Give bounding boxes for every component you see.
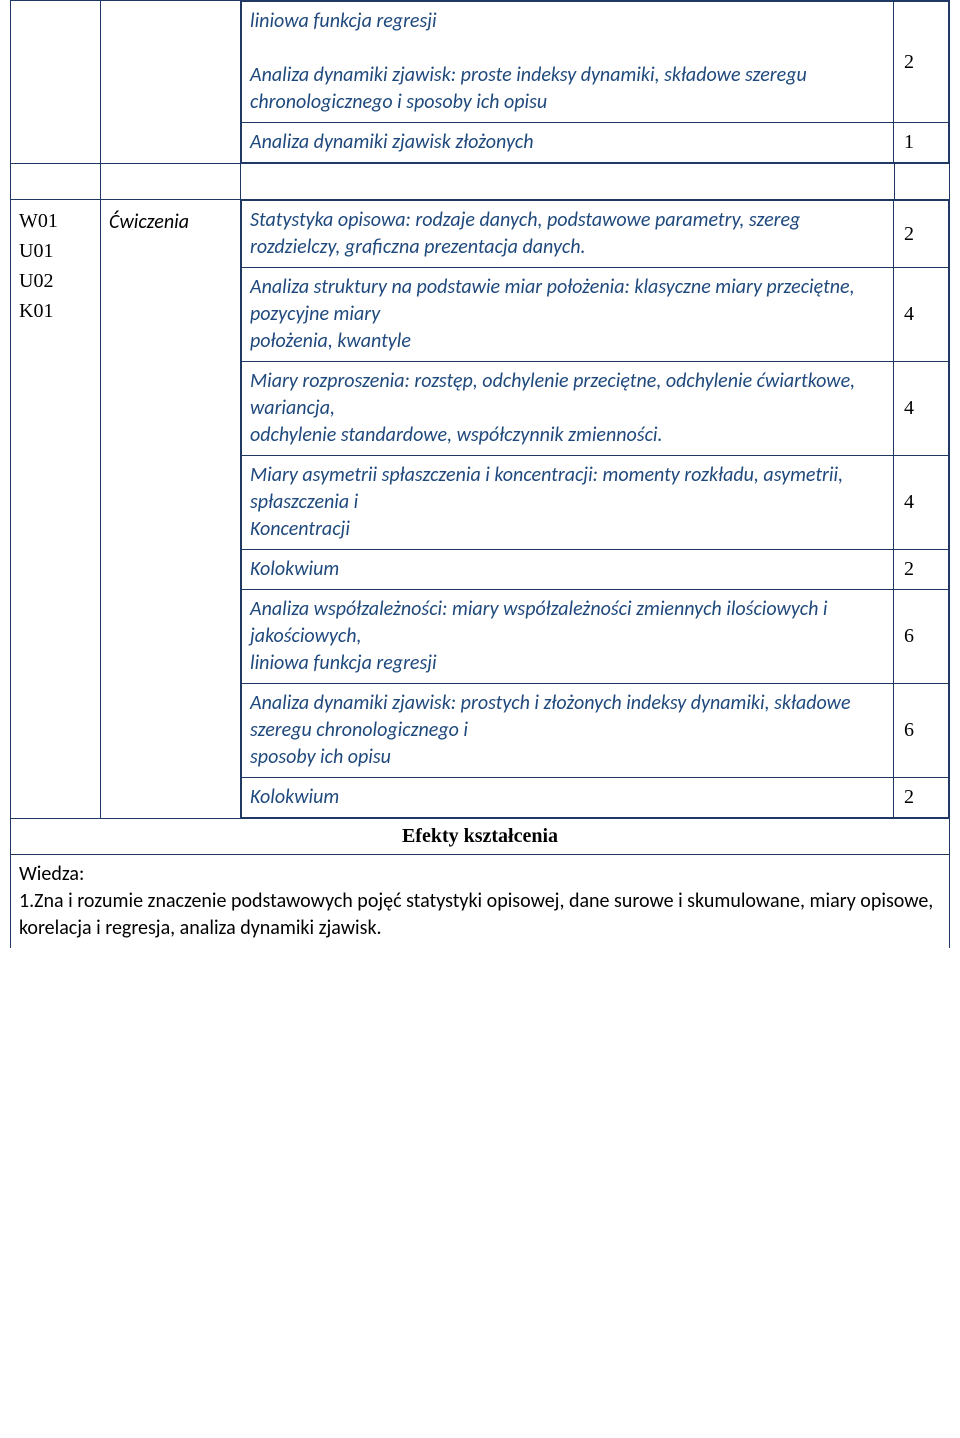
outcome-code: U02 [19,266,92,296]
wiedza-item: 1.Zna i rozumie znaczenie podstawowych p… [19,888,941,942]
lower-topics-cell: Statystyka opisowa: rodzaje danych, pods… [241,200,950,819]
wiedza-cell: Wiedza: 1.Zna i rozumie znaczenie podsta… [11,855,950,949]
spacer-cell [241,164,895,200]
topic-text: liniowa funkcja regresji Analiza dynamik… [242,2,894,123]
wiedza-label: Wiedza: [19,861,941,888]
wiedza-row: Wiedza: 1.Zna i rozumie znaczenie podsta… [11,855,950,949]
lower-codes-cell: W01 U01 U02 K01 [11,200,101,819]
topic-row: Analiza dynamiki zjawisk: prostych i zło… [242,684,949,778]
lower-type-cell: Ćwiczenia [101,200,241,819]
topic-hours: 2 [894,778,949,818]
upper-topics-table: liniowa funkcja regresji Analiza dynamik… [241,1,949,163]
topic-text: Analiza dynamiki zjawisk złożonych [242,123,894,163]
topic-row: Analiza dynamiki zjawisk złożonych 1 [242,123,949,163]
syllabus-table: liniowa funkcja regresji Analiza dynamik… [10,0,950,948]
topic-row: Kolokwium 2 [242,550,949,590]
lower-topics-table: Statystyka opisowa: rodzaje danych, pods… [241,200,949,818]
upper-codes-cell [11,1,101,164]
spacer-row [11,164,950,200]
topic-hours: 1 [894,123,949,163]
spacer-cell [11,164,101,200]
outcome-code: K01 [19,296,92,326]
topic-row: Miary asymetrii spłaszczenia i koncentra… [242,456,949,550]
spacer-cell [101,164,241,200]
topic-text: Analiza dynamiki zjawisk: prostych i zło… [242,684,894,778]
topic-row: Analiza współzależności: miary współzale… [242,590,949,684]
topic-hours: 4 [894,456,949,550]
upper-type-cell [101,1,241,164]
topic-hours: 4 [894,362,949,456]
outcome-code: W01 [19,206,92,236]
upper-block-row: liniowa funkcja regresji Analiza dynamik… [11,1,950,164]
topic-row: Analiza struktury na podstawie miar poło… [242,268,949,362]
topic-hours: 4 [894,268,949,362]
topic-text: Analiza współzależności: miary współzale… [242,590,894,684]
spacer-cell [895,164,950,200]
topic-row: Kolokwium 2 [242,778,949,818]
topic-hours: 6 [894,590,949,684]
outcome-code: U01 [19,236,92,266]
effects-header-row: Efekty kształcenia [11,819,950,855]
topic-text: Miary asymetrii spłaszczenia i koncentra… [242,456,894,550]
topic-hours: 2 [894,550,949,590]
topic-text: Kolokwium [242,778,894,818]
topic-text: Analiza struktury na podstawie miar poło… [242,268,894,362]
topic-text: Statystyka opisowa: rodzaje danych, pods… [242,201,894,268]
topic-row: Statystyka opisowa: rodzaje danych, pods… [242,201,949,268]
page-container: liniowa funkcja regresji Analiza dynamik… [0,0,960,1438]
topic-row: Miary rozproszenia: rozstęp, odchylenie … [242,362,949,456]
topic-hours: 6 [894,684,949,778]
topic-row: liniowa funkcja regresji Analiza dynamik… [242,2,949,123]
topic-text: Miary rozproszenia: rozstęp, odchylenie … [242,362,894,456]
topic-text: Kolokwium [242,550,894,590]
upper-topics-cell: liniowa funkcja regresji Analiza dynamik… [241,1,950,164]
topic-hours: 2 [894,201,949,268]
effects-header: Efekty kształcenia [11,819,950,855]
class-type-label: Ćwiczenia [109,206,232,234]
topic-hours: 2 [894,2,949,123]
lower-block-row: W01 U01 U02 K01 Ćwiczenia Statystyka opi… [11,200,950,819]
